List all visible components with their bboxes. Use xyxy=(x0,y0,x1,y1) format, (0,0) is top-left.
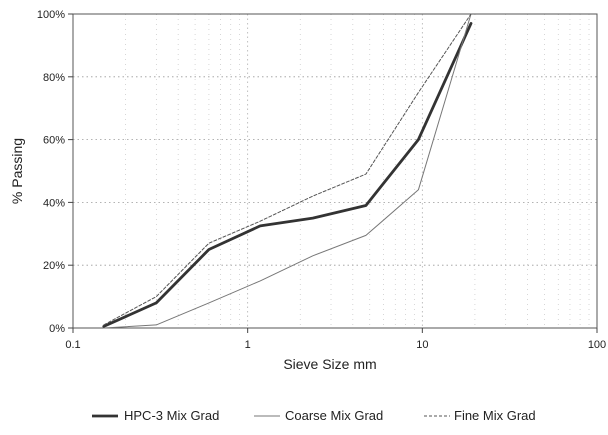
plot-frame xyxy=(72,13,598,329)
series-line-1 xyxy=(102,21,473,328)
legend-label-3: Fine Mix Grad xyxy=(454,408,536,423)
x-tick-label: 100 xyxy=(588,339,606,351)
x-tick-label: 1 xyxy=(245,339,251,351)
y-tick-label: 40% xyxy=(43,197,65,209)
y-tick-label: 20% xyxy=(43,260,65,272)
x-axis-label: Sieve Size mm xyxy=(283,356,376,372)
y-tick-label: 80% xyxy=(43,72,65,84)
y-tick-label: 60% xyxy=(43,135,65,147)
series-line-2 xyxy=(103,13,472,329)
series-line-3 xyxy=(103,13,472,326)
legend-label-2: Coarse Mix Grad xyxy=(285,408,383,423)
x-tick-label: 0.1 xyxy=(65,339,80,351)
y-tick-label: 100% xyxy=(37,9,65,21)
y-axis-label: % Passing xyxy=(9,138,25,204)
series-lines xyxy=(102,13,473,329)
legend-label-1: HPC-3 Mix Grad xyxy=(124,408,219,423)
grid xyxy=(72,13,598,328)
legend: HPC-3 Mix Grad Coarse Mix Grad Fine Mix Gr… xyxy=(92,408,536,423)
axes: 0% 20% 40% 60% 80% 100% 0.1 1 10 100 Sieve Size mm… xyxy=(9,9,606,372)
y-tick-label: 0% xyxy=(49,323,65,335)
x-tick-label: 10 xyxy=(416,339,428,351)
